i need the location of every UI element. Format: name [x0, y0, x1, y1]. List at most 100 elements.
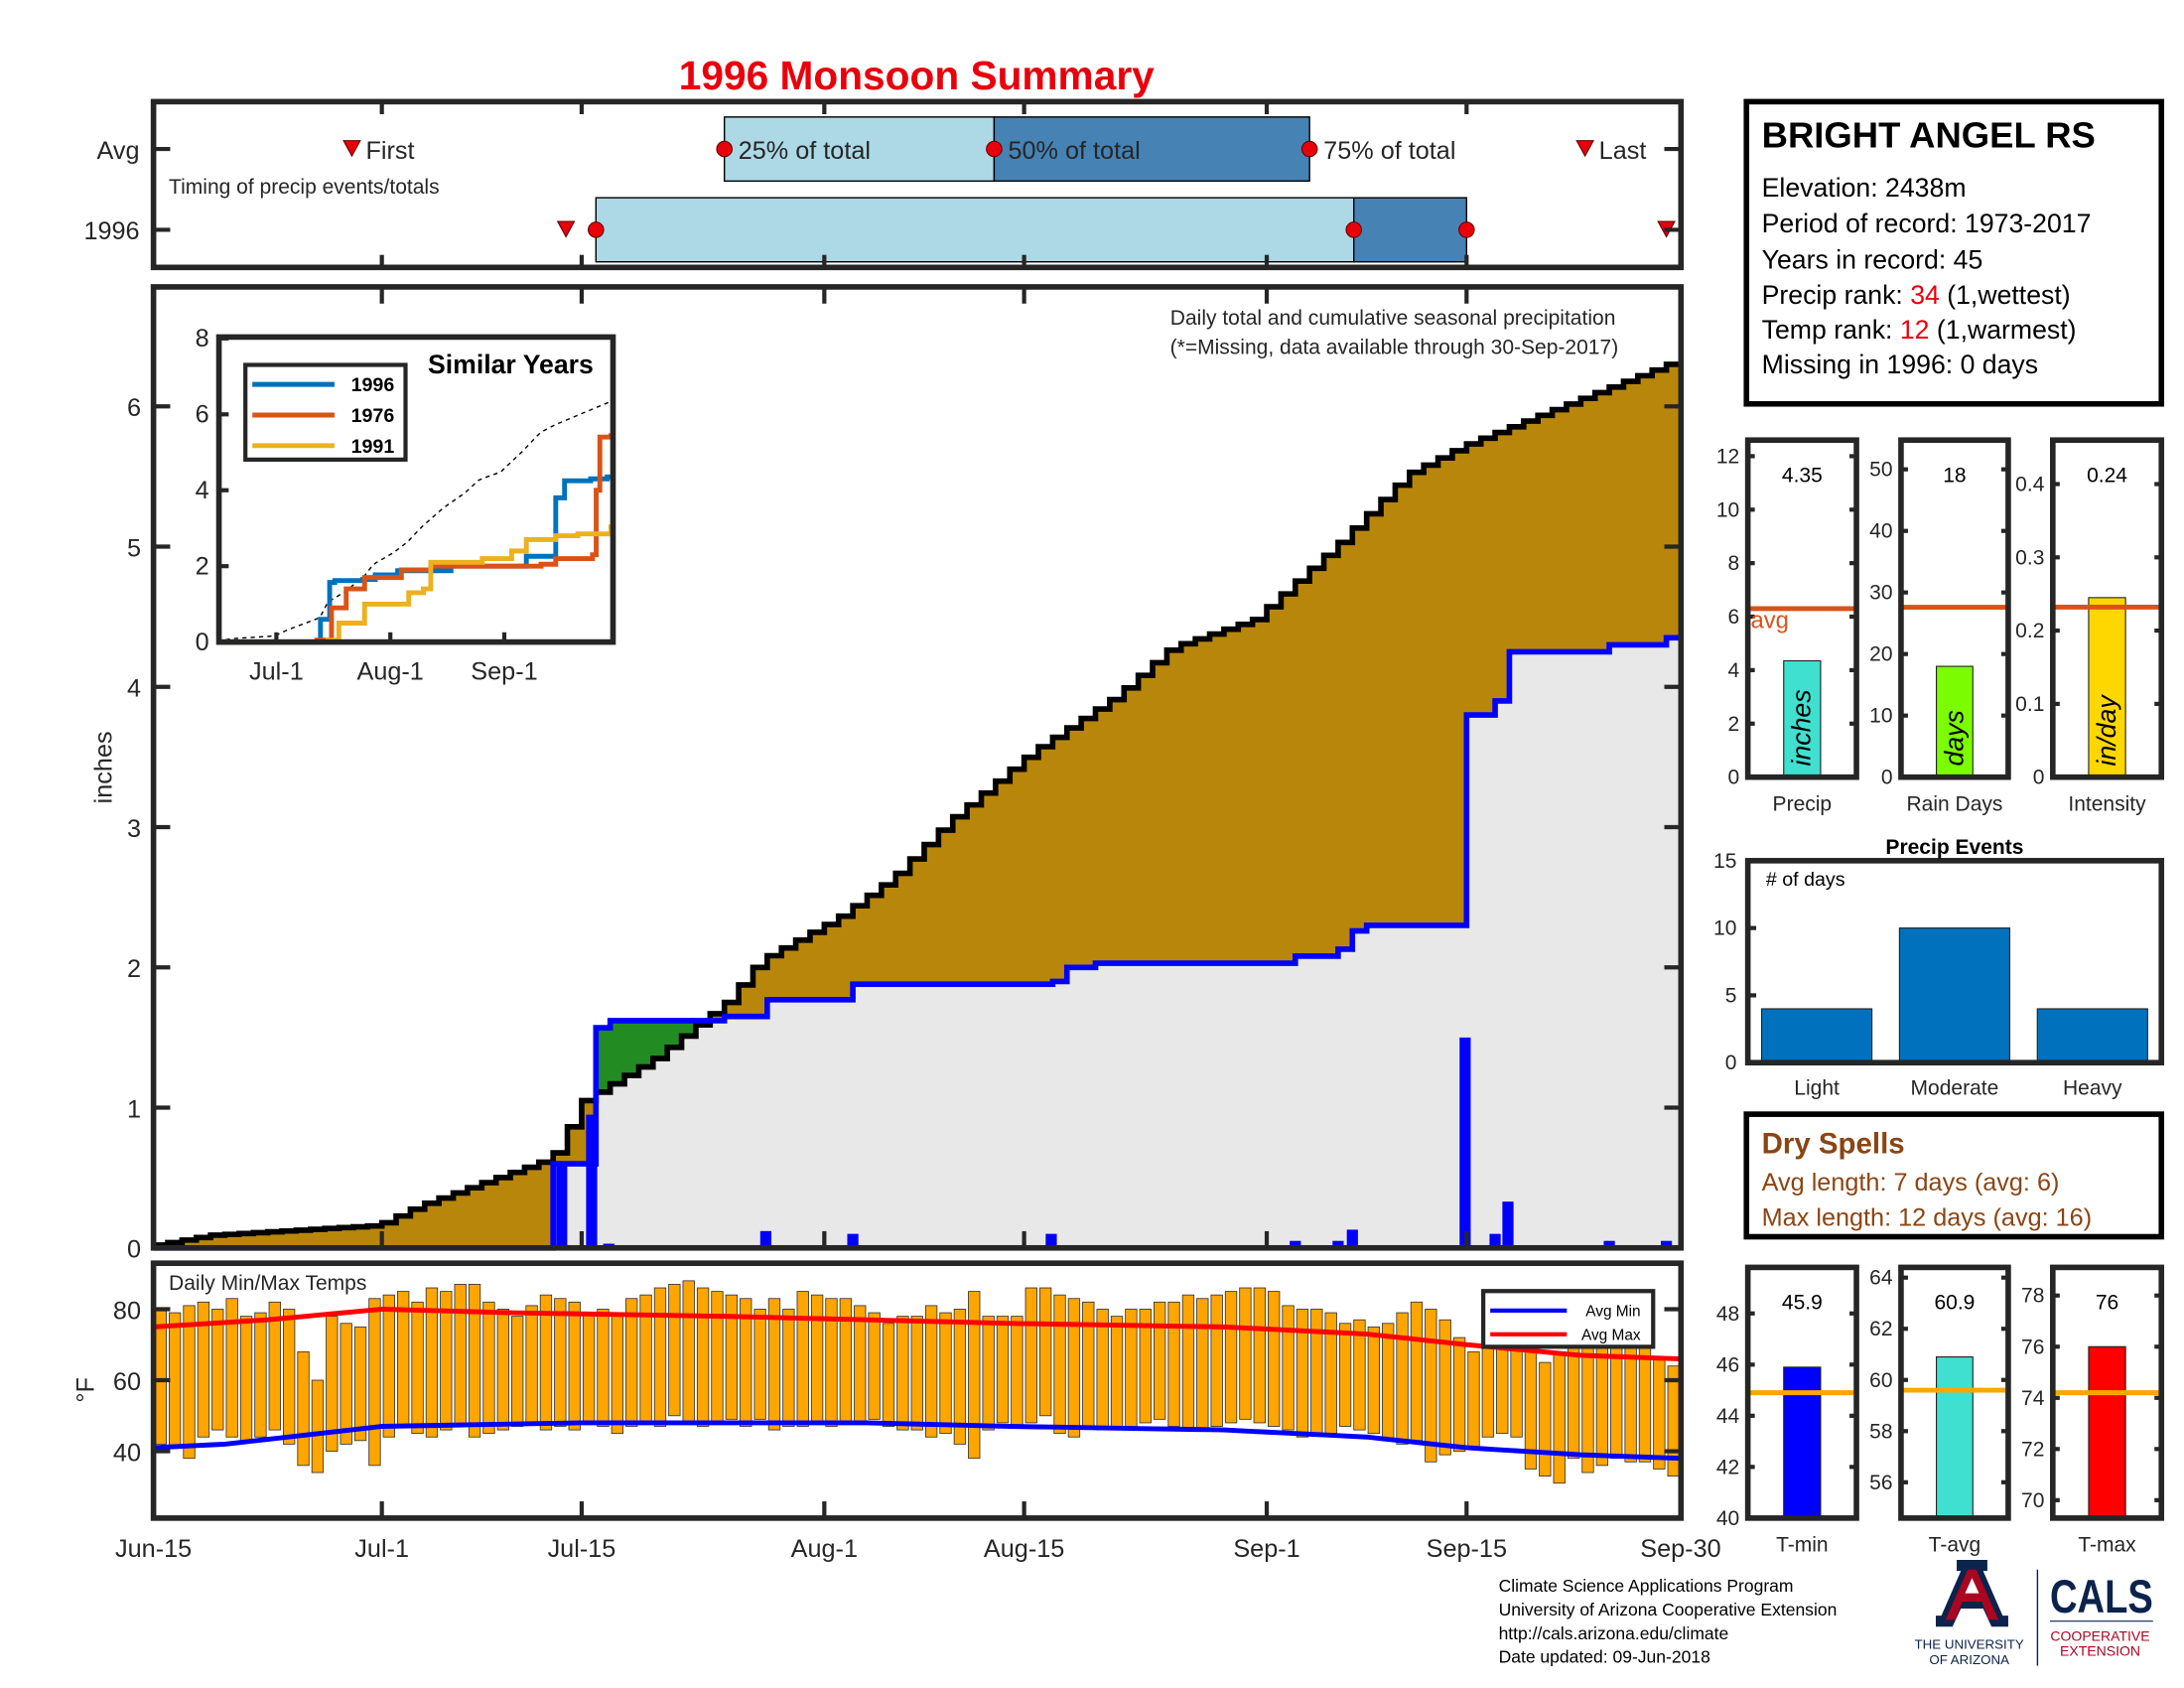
daily-temp-bar — [1067, 1298, 1081, 1438]
daily-temp-bar — [1396, 1312, 1409, 1445]
y-tick-label: 0 — [127, 1236, 141, 1264]
daily-temp-bar — [896, 1316, 909, 1431]
y-tick-label: 0.4 — [2015, 474, 2045, 496]
daily-temp-bar — [882, 1323, 895, 1427]
x-tick-label: Jul-1 — [354, 1535, 409, 1563]
footer-line: Date updated: 09-Jun-2018 — [1499, 1647, 1710, 1667]
timing-box-25-50 — [724, 116, 996, 183]
daily-temp-bar — [368, 1298, 381, 1467]
daily-temp-bar — [468, 1284, 481, 1438]
daily-temp-bar — [1053, 1294, 1066, 1435]
x-tick-label: Aug-1 — [791, 1535, 858, 1563]
daily-temp-bar — [1011, 1316, 1024, 1427]
footer-link[interactable]: http://cals.arizona.edu/climate — [1499, 1623, 1729, 1643]
summary-value: 18 — [1943, 464, 1966, 487]
daily-temp-bar — [1139, 1309, 1152, 1424]
summary-label: Precip — [1773, 792, 1833, 815]
y-axis-label: inches — [90, 731, 118, 803]
daily-temp-bar — [454, 1284, 467, 1427]
temp-y-tick-label: 80 — [113, 1297, 141, 1325]
y-tick-label: 2 — [1728, 713, 1740, 736]
daily-temp-bar — [854, 1305, 867, 1424]
temp-y-axis-label: °F — [71, 1377, 99, 1403]
axes-frame — [1744, 1264, 1859, 1521]
daily-temp-bar — [382, 1294, 395, 1438]
summary-label: Rain Days — [1906, 792, 2002, 815]
y-tick-label: 5 — [1725, 984, 1737, 1007]
daily-precip-bar — [1489, 1233, 1501, 1248]
daily-temp-bar — [425, 1287, 439, 1438]
daily-temp-bar — [568, 1301, 581, 1431]
avg-label: avg — [1750, 608, 1788, 634]
daily-temp-bar — [440, 1291, 453, 1431]
daily-temp-bar — [225, 1298, 238, 1438]
daily-temp-bar — [168, 1312, 182, 1449]
dry-spells-box: Dry Spells Avg length: 7 days (avg: 6) M… — [1743, 1111, 2165, 1240]
inset-y-tick-label: 2 — [196, 553, 209, 581]
y-tick-label: 1 — [127, 1095, 141, 1123]
x-tick-label: Sep-1 — [1233, 1535, 1299, 1563]
daily-temp-bar — [1553, 1350, 1566, 1484]
inset-y-tick-label: 0 — [196, 629, 209, 656]
inset-x-tick-label: Sep-1 — [471, 657, 537, 685]
footer-credits: Climate Science Applications Program Uni… — [1499, 1576, 1838, 1667]
inset-y-tick-label: 8 — [196, 325, 209, 352]
axes-frame — [2050, 1264, 2165, 1521]
daily-temp-bar — [953, 1309, 967, 1445]
y-tick-label: 10 — [1713, 917, 1736, 940]
precip-events-chart: Light Moderate Heavy 0 5 10 15 Precip Events # o… — [1713, 836, 2165, 1099]
common-area — [153, 637, 1681, 1248]
summary-bar-T-max — [2088, 1345, 2126, 1519]
inset-title: Similar Years — [428, 350, 594, 379]
x-tick-label: Heavy — [2063, 1076, 2122, 1099]
precip-rank: Precip rank: 34 (1,wettest) — [1762, 280, 2071, 310]
daily-temp-bar — [353, 1326, 367, 1442]
summary-bar-T-avg — [1936, 1356, 1974, 1519]
daily-precip-bar — [1660, 1240, 1673, 1248]
daily-temp-bar — [782, 1309, 795, 1427]
unit-label: in/day — [2092, 694, 2121, 767]
summary-bar-Intensity — [2088, 597, 2126, 778]
y-tick-label: 0 — [1881, 767, 1893, 789]
x-tick-label: Sep-15 — [1427, 1535, 1507, 1563]
y-tick-label: 70 — [2021, 1489, 2044, 1512]
y-tick-label: 74 — [2021, 1387, 2045, 1410]
temp-y-tick-label: 60 — [113, 1368, 141, 1396]
triangle-marker-icon — [342, 140, 361, 158]
daily-temp-bar — [539, 1294, 553, 1431]
y-tick-label: 0.2 — [2015, 620, 2044, 642]
missing-days: Missing in 1996: 0 days — [1762, 350, 2038, 379]
daily-temp-bar — [1082, 1301, 1095, 1427]
timing-row-label: Avg — [97, 137, 140, 165]
summary-bar-T-min — [1783, 1366, 1822, 1519]
daily-temp-bar — [753, 1309, 766, 1420]
daily-temp-bar — [597, 1309, 610, 1427]
circle-marker-icon — [716, 140, 733, 158]
daily-temp-bar — [1224, 1291, 1238, 1424]
daily-precip-bar — [586, 1114, 598, 1248]
axes-frame — [2050, 437, 2165, 780]
y-tick-label: 4 — [127, 675, 141, 703]
timing-label-first: First — [365, 137, 414, 165]
footer-line: University of Arizona Cooperative Extens… — [1499, 1600, 1838, 1619]
daily-temp-bar — [1539, 1361, 1552, 1477]
daily-temp-bar — [254, 1312, 267, 1438]
y-tick-label: 48 — [1716, 1303, 1739, 1326]
timing-frame — [150, 98, 1685, 271]
daily-temp-bar — [740, 1298, 752, 1427]
station-period: Period of record: 1973-2017 — [1762, 209, 2092, 238]
average-cumulative-line — [153, 361, 1681, 1248]
y-tick-label: 10 — [1869, 705, 1892, 728]
y-tick-label: 0.3 — [2015, 546, 2044, 569]
x-tick-label: Aug-15 — [984, 1535, 1064, 1563]
y-tick-label: 46 — [1716, 1353, 1739, 1376]
summary-label: Intensity — [2068, 792, 2146, 815]
daily-precip-bar — [1346, 1229, 1358, 1248]
x-tick-label: Moderate — [1911, 1076, 1999, 1099]
daily-temp-bar — [825, 1298, 838, 1427]
y-tick-label: 2 — [127, 955, 141, 983]
daily-temp-bar — [197, 1301, 210, 1438]
daily-temp-bar — [154, 1309, 167, 1445]
daily-temp-bar — [554, 1298, 567, 1427]
daily-temp-bar — [1038, 1287, 1052, 1417]
